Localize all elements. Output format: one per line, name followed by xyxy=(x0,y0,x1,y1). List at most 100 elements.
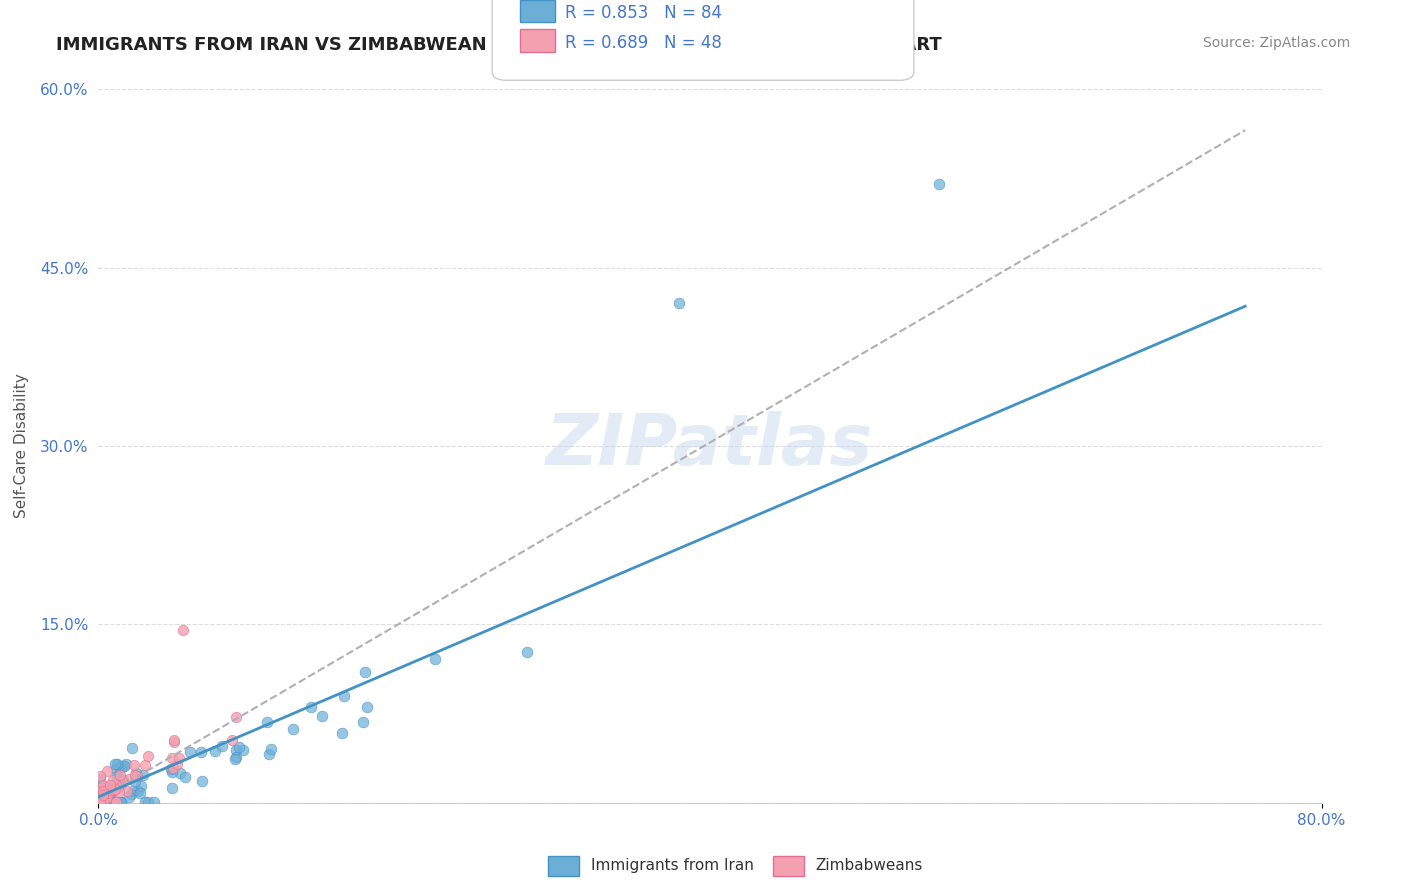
Y-axis label: Self-Care Disability: Self-Care Disability xyxy=(14,374,30,518)
Point xyxy=(89,791,111,805)
Point xyxy=(211,739,233,754)
Point xyxy=(311,709,333,723)
Point xyxy=(90,783,112,797)
Point xyxy=(101,783,124,797)
Point xyxy=(107,772,129,786)
Point xyxy=(160,762,183,776)
Point xyxy=(108,785,131,799)
Point xyxy=(93,788,115,802)
Point xyxy=(108,795,131,809)
Point xyxy=(668,296,690,310)
Point xyxy=(108,773,131,788)
Point xyxy=(169,766,191,780)
Point xyxy=(89,793,111,807)
Point xyxy=(89,779,111,793)
Point xyxy=(256,714,278,729)
Point xyxy=(129,779,152,793)
Point xyxy=(105,762,128,776)
Point xyxy=(928,178,950,192)
Point xyxy=(97,789,120,803)
Point xyxy=(103,782,125,797)
Point xyxy=(97,784,120,798)
Point xyxy=(136,795,159,809)
Point xyxy=(96,790,118,805)
Point xyxy=(101,782,124,797)
Point xyxy=(516,645,538,659)
Point xyxy=(91,786,114,800)
Point xyxy=(110,795,132,809)
Point xyxy=(97,789,120,803)
Point xyxy=(91,778,114,792)
Point xyxy=(160,764,183,779)
Point xyxy=(91,787,114,801)
Point xyxy=(225,710,247,724)
Point xyxy=(89,780,111,795)
Point xyxy=(105,778,128,792)
Point xyxy=(105,795,128,809)
Point xyxy=(132,768,155,782)
Point xyxy=(352,715,374,730)
Point xyxy=(97,786,120,800)
Point xyxy=(89,772,111,786)
Point xyxy=(91,795,114,809)
Point xyxy=(93,793,115,807)
Point xyxy=(89,795,111,809)
Point xyxy=(111,760,134,774)
Point xyxy=(111,773,134,788)
Point xyxy=(89,792,111,806)
Point xyxy=(111,774,134,789)
Point xyxy=(134,758,156,772)
Text: R = 0.689   N = 48: R = 0.689 N = 48 xyxy=(565,34,723,52)
Point xyxy=(423,651,446,665)
Point xyxy=(104,781,127,796)
Text: Source: ZipAtlas.com: Source: ZipAtlas.com xyxy=(1202,36,1350,50)
Text: Immigrants from Iran: Immigrants from Iran xyxy=(591,858,754,872)
Point xyxy=(118,789,141,804)
Point xyxy=(94,795,117,809)
Point xyxy=(90,795,112,809)
Point xyxy=(122,758,145,772)
Point xyxy=(191,773,214,788)
Point xyxy=(100,795,122,809)
Point xyxy=(107,780,129,795)
Point xyxy=(332,690,354,704)
Point xyxy=(172,624,194,638)
Point xyxy=(96,764,118,778)
Point xyxy=(228,740,250,755)
Point xyxy=(89,795,111,809)
Point xyxy=(101,795,124,809)
Point xyxy=(174,770,197,784)
Point xyxy=(110,777,132,791)
Point xyxy=(221,733,243,747)
Text: IMMIGRANTS FROM IRAN VS ZIMBABWEAN SELF-CARE DISABILITY CORRELATION CHART: IMMIGRANTS FROM IRAN VS ZIMBABWEAN SELF-… xyxy=(56,36,942,54)
Point xyxy=(108,760,131,774)
Point xyxy=(225,743,247,757)
Point xyxy=(104,757,127,772)
Point xyxy=(100,778,122,792)
Point xyxy=(91,784,114,798)
Point xyxy=(90,795,112,809)
Point xyxy=(160,780,183,795)
Point xyxy=(125,765,148,780)
Point xyxy=(162,761,184,775)
Point xyxy=(167,750,190,764)
Point xyxy=(232,743,254,757)
Point xyxy=(103,772,125,787)
Point xyxy=(90,795,112,809)
Point xyxy=(104,795,127,809)
Point xyxy=(260,741,283,756)
Point xyxy=(190,745,212,759)
Point xyxy=(89,795,111,809)
Point xyxy=(127,769,149,783)
Point xyxy=(125,768,148,782)
Point xyxy=(163,735,186,749)
Point xyxy=(166,756,188,771)
Point xyxy=(122,784,145,798)
Text: R = 0.853   N = 84: R = 0.853 N = 84 xyxy=(565,4,723,22)
Point xyxy=(143,795,166,809)
Point xyxy=(124,773,146,788)
Point xyxy=(225,749,247,764)
Point xyxy=(224,752,246,766)
Point xyxy=(124,768,146,782)
Point xyxy=(105,795,128,809)
